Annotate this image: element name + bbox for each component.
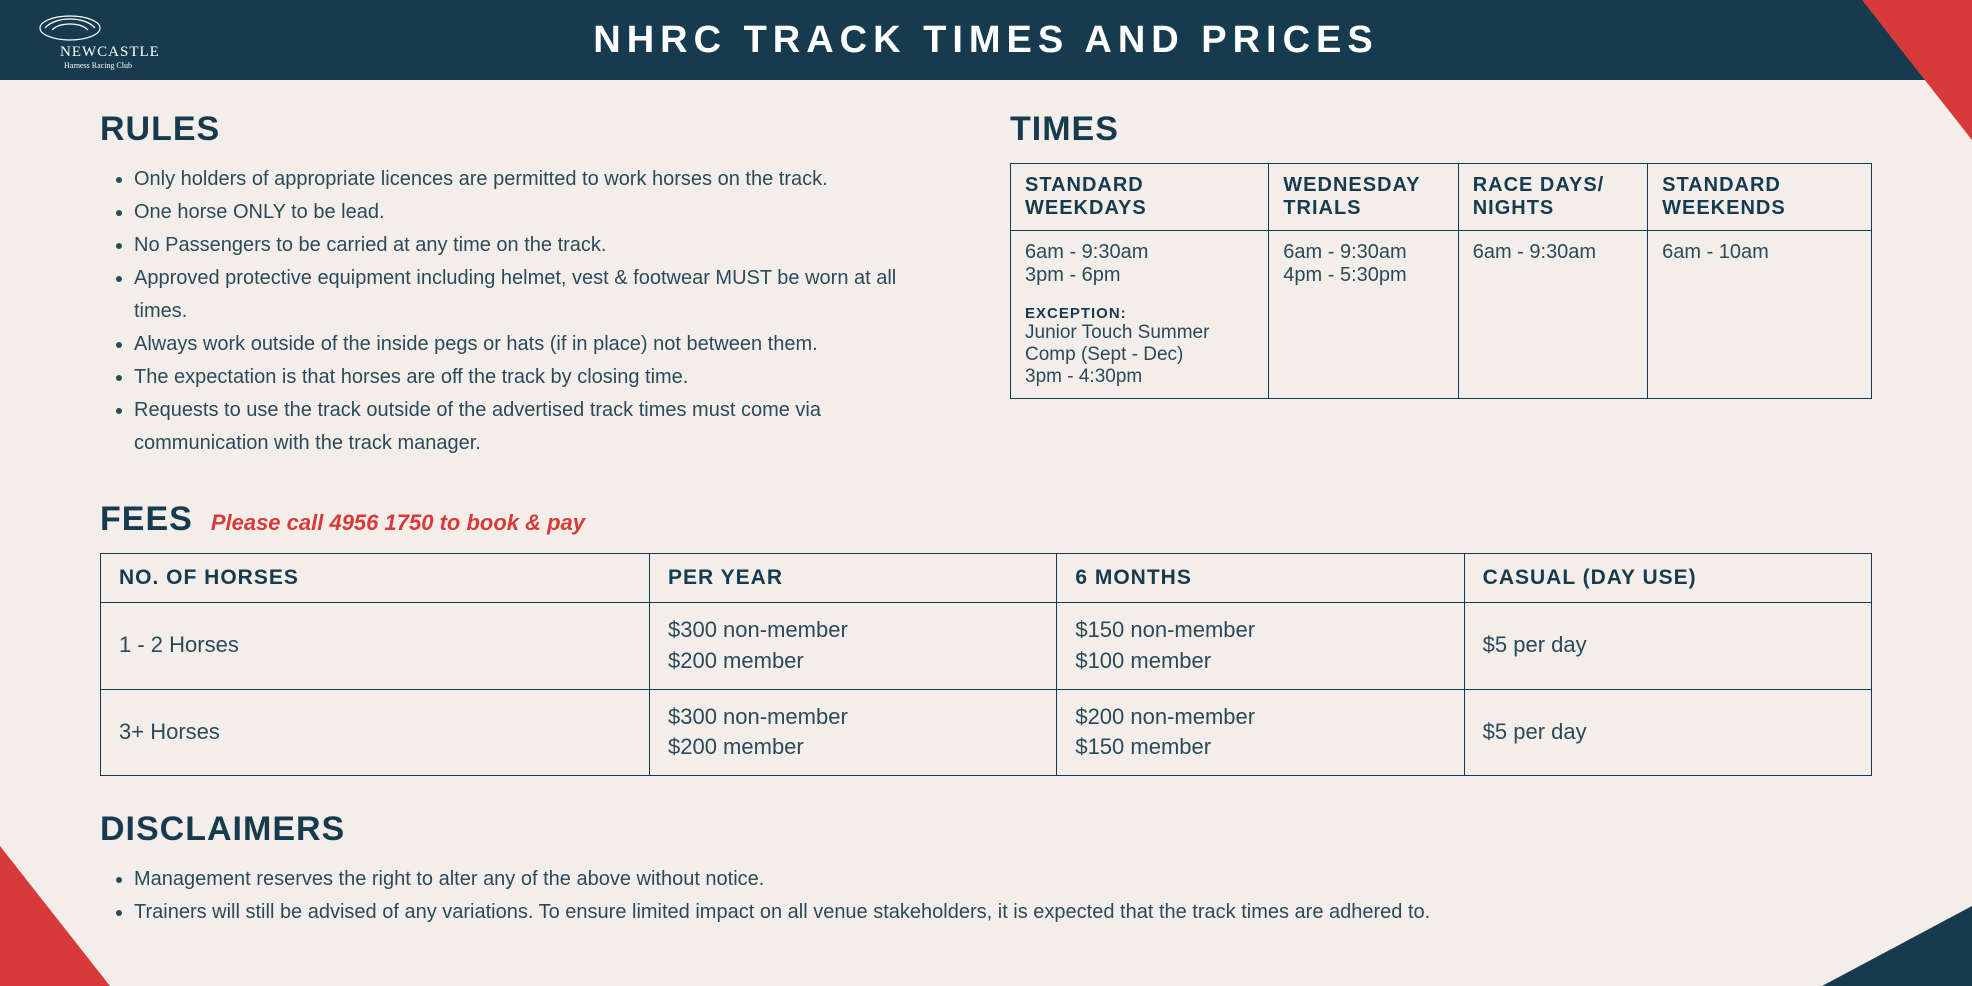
times-col-header: WEDNESDAY TRIALS — [1269, 164, 1458, 231]
fees-line: $150 non-member — [1075, 615, 1445, 646]
decor-triangle-bottom-right — [1822, 906, 1972, 986]
fees-cell-horses: 3+ Horses — [101, 689, 650, 776]
disclaimers-list: Management reserves the right to alter a… — [100, 863, 1872, 929]
times-col-header: STANDARD WEEKDAYS — [1011, 164, 1269, 231]
logo-text-sub: Harness Racing Club — [64, 61, 132, 70]
fees-col-header: 6 MONTHS — [1057, 554, 1464, 603]
fees-cell-per-year: $300 non-member $200 member — [650, 689, 1057, 776]
times-line: 6am - 9:30am — [1283, 241, 1443, 264]
times-section: TIMES STANDARD WEEKDAYS WEDNESDAY TRIALS… — [1010, 110, 1872, 460]
fees-line: $200 member — [668, 732, 1038, 763]
fees-header-row: NO. OF HORSES PER YEAR 6 MONTHS CASUAL (… — [101, 554, 1872, 603]
times-cell-standard-weekends: 6am - 10am — [1648, 231, 1872, 399]
fees-col-header: CASUAL (DAY USE) — [1464, 554, 1871, 603]
fees-line: $200 non-member — [1075, 702, 1445, 733]
times-line: 3pm - 6pm — [1025, 264, 1254, 287]
times-cell-standard-weekdays: 6am - 9:30am 3pm - 6pm EXCEPTION: Junior… — [1011, 231, 1269, 399]
times-line: 6am - 10am — [1662, 241, 1857, 264]
fees-cell-horses: 1 - 2 Horses — [101, 603, 650, 690]
fees-section: FEES Please call 4956 1750 to book & pay… — [100, 500, 1872, 776]
rules-item: Requests to use the track outside of the… — [134, 394, 950, 460]
fees-col-header: PER YEAR — [650, 554, 1057, 603]
fees-cell-six-months: $200 non-member $150 member — [1057, 689, 1464, 776]
rules-item: Only holders of appropriate licences are… — [134, 163, 950, 196]
times-line: 4pm - 5:30pm — [1283, 264, 1443, 287]
disclaimers-item: Trainers will still be advised of any va… — [134, 896, 1872, 929]
page-header: NEWCASTLE Harness Racing Club NHRC TRACK… — [0, 0, 1972, 80]
fees-row: 1 - 2 Horses $300 non-member $200 member… — [101, 603, 1872, 690]
times-exception-body: Junior Touch Summer Comp (Sept - Dec) — [1025, 322, 1254, 366]
times-line: 6am - 9:30am — [1473, 241, 1633, 264]
fees-note: Please call 4956 1750 to book & pay — [211, 510, 585, 536]
disclaimers-item: Management reserves the right to alter a… — [134, 863, 1872, 896]
disclaimers-section: DISCLAIMERS Management reserves the righ… — [100, 810, 1872, 929]
fees-line: $200 member — [668, 646, 1038, 677]
fees-cell-per-year: $300 non-member $200 member — [650, 603, 1057, 690]
times-heading: TIMES — [1010, 110, 1872, 149]
fees-col-header: NO. OF HORSES — [101, 554, 650, 603]
fees-heading: FEES — [100, 500, 193, 539]
fees-line: $150 member — [1075, 732, 1445, 763]
horse-logo-icon: NEWCASTLE Harness Racing Club — [30, 10, 180, 72]
fees-line: $300 non-member — [668, 702, 1038, 733]
times-exception-body: 3pm - 4:30pm — [1025, 366, 1254, 388]
fees-row: 3+ Horses $300 non-member $200 member $2… — [101, 689, 1872, 776]
times-body-row: 6am - 9:30am 3pm - 6pm EXCEPTION: Junior… — [1011, 231, 1872, 399]
fees-cell-casual: $5 per day — [1464, 603, 1871, 690]
times-exception-label: EXCEPTION: — [1025, 305, 1254, 322]
page-title: NHRC TRACK TIMES AND PRICES — [0, 19, 1972, 62]
fees-cell-casual: $5 per day — [1464, 689, 1871, 776]
fees-heading-row: FEES Please call 4956 1750 to book & pay — [100, 500, 1872, 539]
rules-item: Always work outside of the inside pegs o… — [134, 328, 950, 361]
times-col-header: RACE DAYS/ NIGHTS — [1458, 164, 1647, 231]
rules-item: One horse ONLY to be lead. — [134, 196, 950, 229]
rules-list: Only holders of appropriate licences are… — [100, 163, 950, 460]
rules-item: The expectation is that horses are off t… — [134, 361, 950, 394]
fees-line: $300 non-member — [668, 615, 1038, 646]
rules-section: RULES Only holders of appropriate licenc… — [100, 110, 950, 460]
content-area: RULES Only holders of appropriate licenc… — [0, 80, 1972, 929]
decor-triangle-top-right — [1862, 0, 1972, 140]
times-line: 6am - 9:30am — [1025, 241, 1254, 264]
logo-text-main: NEWCASTLE — [60, 44, 160, 60]
rules-item: No Passengers to be carried at any time … — [134, 229, 950, 262]
times-cell-wednesday-trials: 6am - 9:30am 4pm - 5:30pm — [1269, 231, 1458, 399]
rules-heading: RULES — [100, 110, 950, 149]
times-table: STANDARD WEEKDAYS WEDNESDAY TRIALS RACE … — [1010, 163, 1872, 399]
top-row: RULES Only holders of appropriate licenc… — [100, 110, 1872, 460]
disclaimers-heading: DISCLAIMERS — [100, 810, 1872, 849]
fees-cell-six-months: $150 non-member $100 member — [1057, 603, 1464, 690]
times-cell-race-days: 6am - 9:30am — [1458, 231, 1647, 399]
logo: NEWCASTLE Harness Racing Club — [30, 10, 180, 72]
times-header-row: STANDARD WEEKDAYS WEDNESDAY TRIALS RACE … — [1011, 164, 1872, 231]
fees-table: NO. OF HORSES PER YEAR 6 MONTHS CASUAL (… — [100, 553, 1872, 776]
fees-line: $100 member — [1075, 646, 1445, 677]
decor-triangle-bottom-left — [0, 846, 110, 986]
times-col-header: STANDARD WEEKENDS — [1648, 164, 1872, 231]
rules-item: Approved protective equipment including … — [134, 262, 950, 328]
